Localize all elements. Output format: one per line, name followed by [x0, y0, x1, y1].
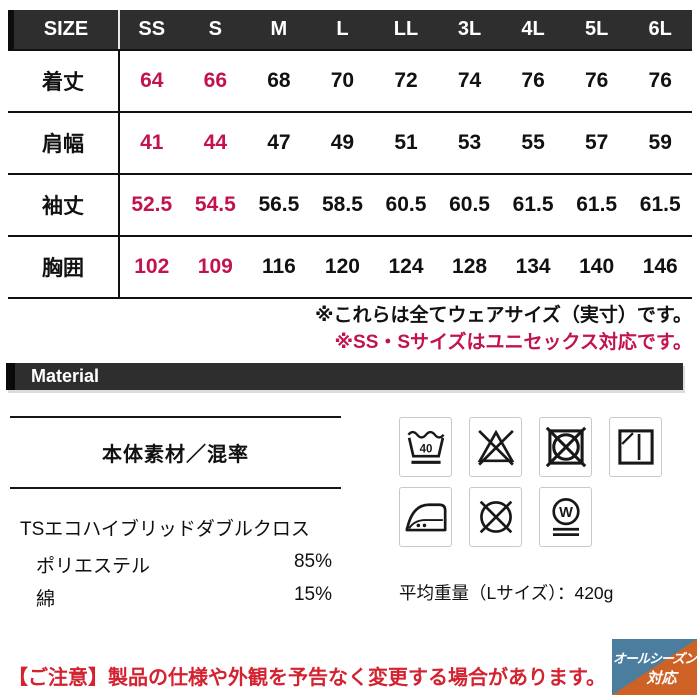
do-not-tumble-dry-icon [539, 417, 592, 477]
cell-value: 58.5 [322, 193, 363, 216]
cell-value: 61.5 [639, 193, 681, 216]
cell-value: 102 [134, 255, 170, 278]
size-col-m: M [270, 18, 288, 40]
composition-name: ポリエステル [36, 556, 151, 577]
size-col-4l: 4L [521, 18, 545, 40]
cell-value: 109 [197, 255, 233, 278]
wash-temp-label: 40 [419, 443, 432, 455]
note-actual-size: ※これらは全てウェアサイズ（実寸）です。 [314, 305, 692, 326]
fabric-name: TSエコハイブリッドダブルクロス [20, 519, 310, 540]
cell-value: 60.5 [385, 193, 427, 216]
all-season-badge: オールシーズン 対応 [612, 639, 697, 695]
size-col-5l: 5L [584, 18, 609, 40]
cell-value: 134 [515, 255, 551, 278]
composition-name: 綿 [36, 589, 56, 610]
average-weight-label: 平均重量（Lサイズ）：420g [399, 583, 614, 603]
cell-value: 56.5 [258, 193, 300, 216]
size-header-cell: SIZE [14, 10, 120, 49]
do-not-dry-clean-icon [469, 487, 522, 547]
table-row-chest: 胸囲 102 109 116 120 124 128 134 140 146 [8, 237, 692, 299]
cell-value: 68 [267, 69, 291, 92]
do-not-bleach-icon [469, 417, 522, 477]
size-col-s: S [208, 18, 222, 40]
wet-clean-letter: W [559, 505, 573, 521]
iron-medium-heat-icon [399, 487, 452, 547]
cell-value: 76 [648, 69, 672, 92]
row-label: 袖丈 [8, 175, 120, 235]
badge-text-line2: 対応 [646, 670, 677, 687]
care-icons-grid: 40 [399, 417, 679, 557]
cell-value: 76 [584, 69, 609, 92]
composition-percent: 15% [293, 584, 332, 605]
material-section-header: Material [6, 363, 683, 390]
cell-value: 61.5 [576, 193, 618, 216]
size-table: SIZE SS S M L LL 3L 4L 5L 6L 着丈 64 66 68… [8, 10, 692, 299]
cell-value: 124 [388, 255, 424, 278]
cell-value: 41 [140, 131, 164, 154]
size-col-6l: 6L [648, 18, 672, 40]
cell-value: 49 [330, 131, 355, 154]
cell-value: 57 [584, 131, 609, 154]
table-row-shoulder-width: 肩幅 41 44 47 49 51 53 55 57 59 [8, 113, 692, 175]
cell-value: 70 [330, 69, 355, 92]
size-col-3l: 3L [457, 18, 482, 40]
cell-value: 47 [267, 131, 291, 154]
cell-value: 128 [452, 255, 488, 278]
material-box-title: 本体素材／混率 [10, 416, 341, 489]
cell-value: 55 [521, 131, 545, 154]
cell-value: 140 [579, 255, 615, 278]
size-table-header-row: SIZE SS S M L LL 3L 4L 5L 6L [8, 10, 692, 51]
line-dry-in-shade-icon [609, 417, 662, 477]
composition-percent: 85% [293, 551, 332, 572]
wash-40-mild-icon: 40 [399, 417, 452, 477]
cell-value: 146 [642, 255, 678, 278]
caution-notice: 【ご注意】製品の仕様や外観を予告なく変更する場合があります。 [8, 667, 606, 689]
cell-value: 52.5 [131, 193, 173, 216]
cell-value: 59 [648, 131, 672, 154]
composition-row: ポリエステル 85% [36, 551, 332, 578]
row-label: 肩幅 [8, 113, 120, 173]
cell-value: 60.5 [449, 193, 490, 216]
note-unisex: ※SS・Sサイズはユニセックス対応です。 [334, 332, 692, 353]
cell-value: 44 [203, 131, 227, 154]
cell-value: 51 [394, 131, 418, 154]
cell-value: 66 [203, 69, 227, 92]
cell-value: 72 [394, 69, 418, 92]
size-notes: ※これらは全てウェアサイズ（実寸）です。 ※SS・Sサイズはユニセックス対応です… [315, 302, 692, 356]
wet-clean-mild-icon: W [539, 487, 592, 547]
size-col-ss: SS [138, 18, 166, 40]
badge-text-line1: オールシーズン [612, 651, 697, 666]
cell-value: 120 [324, 255, 360, 278]
table-row-sleeve-length: 袖丈 52.5 54.5 56.5 58.5 60.5 60.5 61.5 61… [8, 175, 692, 237]
cell-value: 74 [457, 69, 482, 92]
cell-value: 54.5 [194, 193, 236, 216]
cell-value: 116 [261, 255, 296, 278]
cell-value: 53 [457, 131, 482, 154]
size-col-ll: LL [393, 18, 419, 40]
cell-value: 64 [140, 69, 164, 92]
row-label: 胸囲 [8, 237, 120, 297]
cell-value: 76 [521, 69, 545, 92]
composition-row: 綿 15% [36, 584, 332, 611]
table-row-body-length: 着丈 64 66 68 70 72 74 76 76 76 [8, 51, 692, 113]
cell-value: 61.5 [512, 193, 554, 216]
row-label: 着丈 [8, 51, 120, 111]
size-col-l: L [336, 18, 349, 40]
